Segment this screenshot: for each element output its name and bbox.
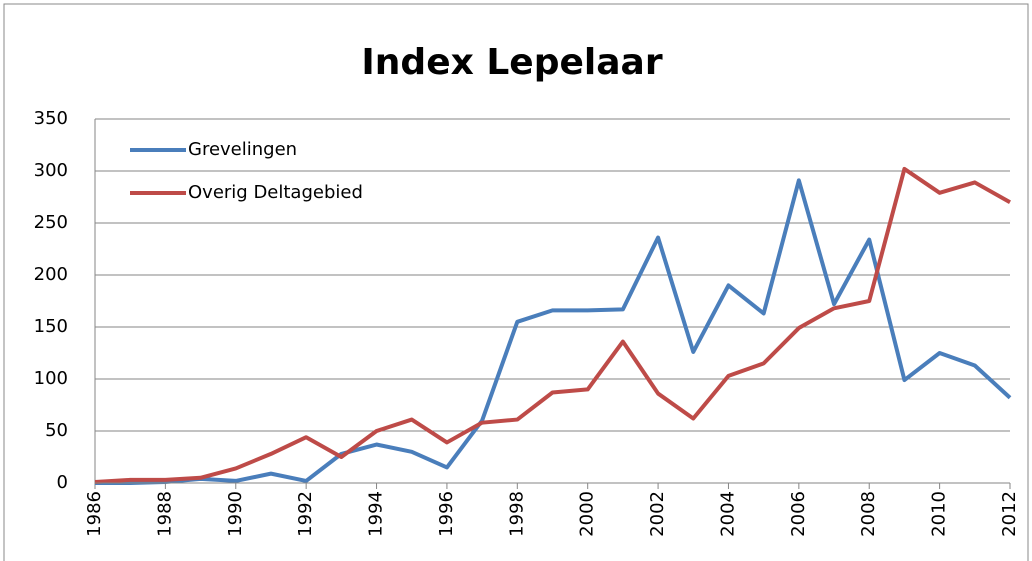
x-tick-label: 2012	[999, 491, 1020, 537]
x-tick-label: 1998	[506, 491, 527, 537]
chart-frame	[3, 3, 1029, 561]
y-tick-label: 300	[34, 160, 68, 181]
y-tick-label: 200	[34, 264, 68, 285]
x-tick-label: 1986	[84, 491, 105, 537]
y-tick-label: 0	[57, 472, 68, 493]
legend-label: Overig Deltagebied	[188, 182, 363, 203]
chart-title: Index Lepelaar	[361, 42, 662, 83]
x-tick-label: 2008	[858, 491, 879, 537]
x-tick-label: 2010	[929, 491, 950, 537]
x-tick-label: 1990	[225, 491, 246, 537]
x-tick-label: 2004	[717, 491, 738, 537]
series-line	[94, 166, 1011, 484]
y-tick-label: 150	[34, 316, 68, 337]
y-tick-label: 50	[45, 420, 68, 441]
series-line	[95, 178, 1012, 485]
x-tick-label: 1994	[366, 491, 387, 537]
y-tick-label: 250	[34, 212, 68, 233]
x-tick-label: 2000	[577, 491, 598, 537]
x-tick-label: 1992	[295, 491, 316, 537]
x-tick-label: 1996	[436, 491, 457, 537]
y-tick-label: 100	[34, 368, 68, 389]
x-tick-label: 1988	[154, 491, 175, 537]
x-tick-label: 2002	[647, 491, 668, 537]
legend-label: Grevelingen	[188, 139, 297, 160]
x-tick-label: 2006	[788, 491, 809, 537]
y-tick-label: 350	[34, 108, 68, 129]
